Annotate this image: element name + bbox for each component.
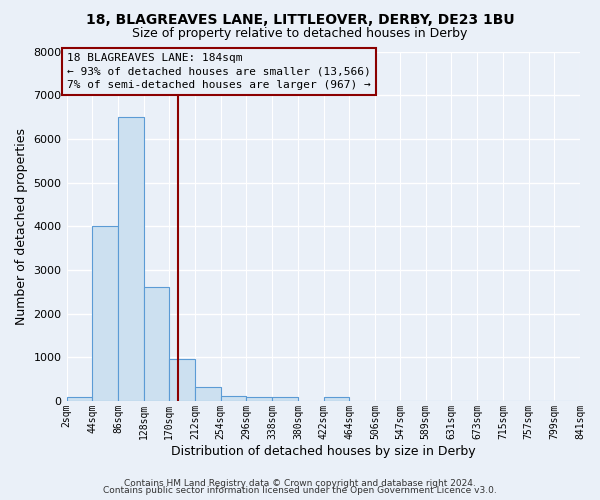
Bar (143, 288, 169, 401)
Text: Contains HM Land Registry data © Crown copyright and database right 2024.: Contains HM Land Registry data © Crown c… (124, 478, 476, 488)
Bar (323, 397, 349, 401)
Bar (247, 397, 272, 401)
Text: Contains public sector information licensed under the Open Government Licence v3: Contains public sector information licen… (103, 486, 497, 495)
Bar (272, 397, 298, 401)
Bar (221, 396, 247, 401)
Bar (67, 396, 92, 401)
Text: 18, BLAGREAVES LANE, LITTLEOVER, DERBY, DE23 1BU: 18, BLAGREAVES LANE, LITTLEOVER, DERBY, … (86, 12, 514, 26)
Bar (195, 387, 221, 401)
Bar (118, 117, 143, 401)
Bar (92, 226, 118, 401)
X-axis label: Distribution of detached houses by size in Derby: Distribution of detached houses by size … (171, 444, 476, 458)
Y-axis label: Number of detached properties: Number of detached properties (15, 128, 28, 324)
Text: Size of property relative to detached houses in Derby: Size of property relative to detached ho… (133, 28, 467, 40)
Bar (169, 359, 195, 401)
Text: 18 BLAGREAVES LANE: 184sqm
← 93% of detached houses are smaller (13,566)
7% of s: 18 BLAGREAVES LANE: 184sqm ← 93% of deta… (67, 53, 371, 90)
